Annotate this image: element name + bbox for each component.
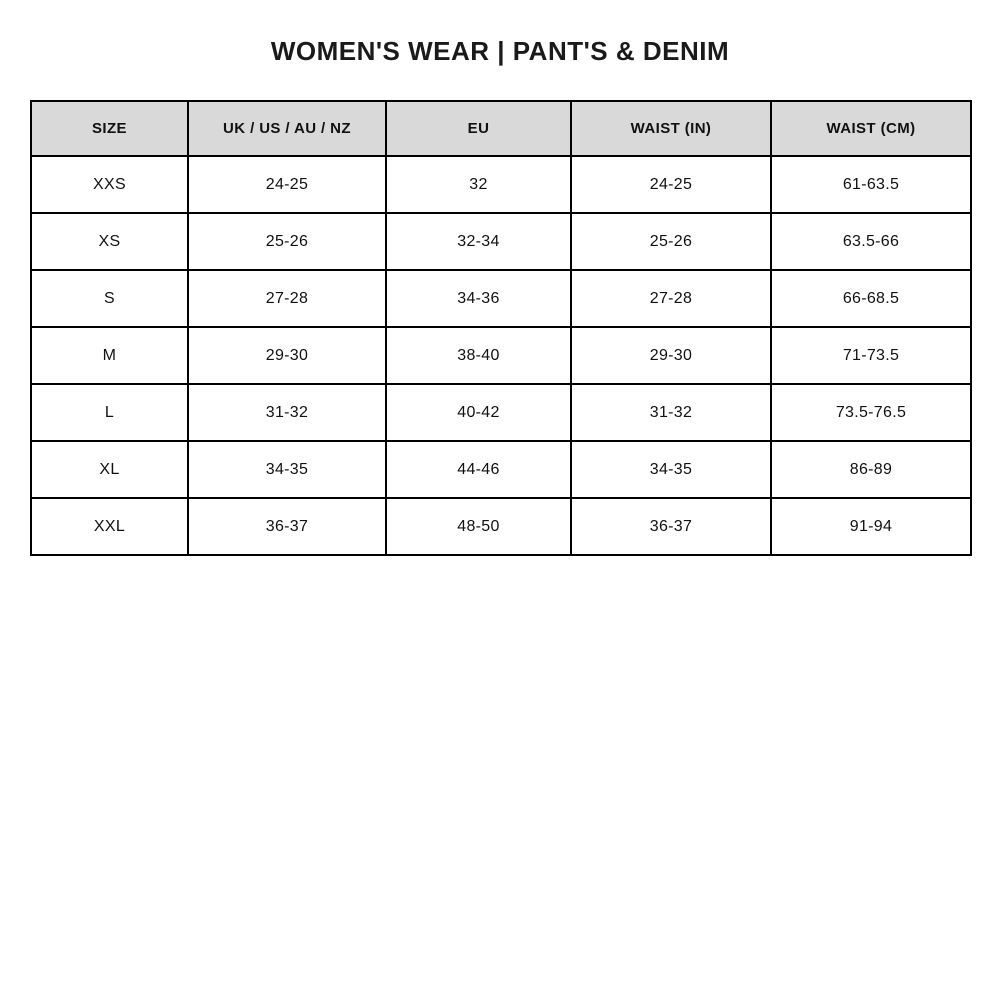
cell-waist-in-l: 31-32 bbox=[570, 383, 772, 442]
column-header-size: SIZE bbox=[30, 100, 189, 157]
cell-uk-us-au-nz-xs: 25-26 bbox=[187, 212, 387, 271]
cell-waist-in-s: 27-28 bbox=[570, 269, 772, 328]
cell-size-l: L bbox=[30, 383, 189, 442]
cell-size-xs: XS bbox=[30, 212, 189, 271]
column-header-eu: EU bbox=[385, 100, 572, 157]
cell-uk-us-au-nz-m: 29-30 bbox=[187, 326, 387, 385]
page-title: WOMEN'S WEAR | PANT'S & DENIM bbox=[270, 36, 730, 66]
cell-waist-in-xxs: 24-25 bbox=[570, 155, 772, 214]
cell-waist-cm-m: 71-73.5 bbox=[770, 326, 972, 385]
table-row-m: M 29-30 38-40 29-30 71-73.5 bbox=[30, 326, 972, 385]
table-header-row: SIZE UK / US / AU / NZ EU WAIST (IN) WAIST (… bbox=[30, 100, 972, 157]
cell-eu-l: 40-42 bbox=[385, 383, 572, 442]
cell-uk-us-au-nz-xxl: 36-37 bbox=[187, 497, 387, 556]
cell-waist-in-xl: 34-35 bbox=[570, 440, 772, 499]
table-row-xs: XS 25-26 32-34 25-26 63.5-66 bbox=[30, 212, 972, 271]
table-row-xxl: XXL 36-37 48-50 36-37 91-94 bbox=[30, 497, 972, 556]
cell-waist-cm-xs: 63.5-66 bbox=[770, 212, 972, 271]
column-header-waist-in: WAIST (IN) bbox=[570, 100, 772, 157]
cell-eu-xs: 32-34 bbox=[385, 212, 572, 271]
cell-waist-in-xxl: 36-37 bbox=[570, 497, 772, 556]
table-row-xl: XL 34-35 44-46 34-35 86-89 bbox=[30, 440, 972, 499]
table-body: XXS 24-25 32 24-25 61-63.5 XS 25-26 32-34 25-26 6… bbox=[30, 155, 972, 556]
cell-eu-m: 38-40 bbox=[385, 326, 572, 385]
cell-waist-cm-xxl: 91-94 bbox=[770, 497, 972, 556]
table-row-l: L 31-32 40-42 31-32 73.5-76.5 bbox=[30, 383, 972, 442]
cell-waist-cm-l: 73.5-76.5 bbox=[770, 383, 972, 442]
cell-waist-in-xs: 25-26 bbox=[570, 212, 772, 271]
cell-size-xl: XL bbox=[30, 440, 189, 499]
cell-size-s: S bbox=[30, 269, 189, 328]
cell-uk-us-au-nz-l: 31-32 bbox=[187, 383, 387, 442]
size-chart-table: SIZE UK / US / AU / NZ EU WAIST (IN) WAIST (… bbox=[30, 100, 972, 556]
cell-size-m: M bbox=[30, 326, 189, 385]
cell-size-xxl: XXL bbox=[30, 497, 189, 556]
cell-eu-xxl: 48-50 bbox=[385, 497, 572, 556]
cell-waist-in-m: 29-30 bbox=[570, 326, 772, 385]
cell-size-xxs: XXS bbox=[30, 155, 189, 214]
cell-uk-us-au-nz-xl: 34-35 bbox=[187, 440, 387, 499]
cell-waist-cm-s: 66-68.5 bbox=[770, 269, 972, 328]
cell-eu-xl: 44-46 bbox=[385, 440, 572, 499]
cell-eu-s: 34-36 bbox=[385, 269, 572, 328]
cell-uk-us-au-nz-xxs: 24-25 bbox=[187, 155, 387, 214]
cell-eu-xxs: 32 bbox=[385, 155, 572, 214]
column-header-waist-cm: WAIST (CM) bbox=[770, 100, 972, 157]
column-header-uk-us-au-nz: UK / US / AU / NZ bbox=[187, 100, 387, 157]
cell-waist-cm-xl: 86-89 bbox=[770, 440, 972, 499]
table-row-xxs: XXS 24-25 32 24-25 61-63.5 bbox=[30, 155, 972, 214]
cell-uk-us-au-nz-s: 27-28 bbox=[187, 269, 387, 328]
cell-waist-cm-xxs: 61-63.5 bbox=[770, 155, 972, 214]
table-row-s: S 27-28 34-36 27-28 66-68.5 bbox=[30, 269, 972, 328]
